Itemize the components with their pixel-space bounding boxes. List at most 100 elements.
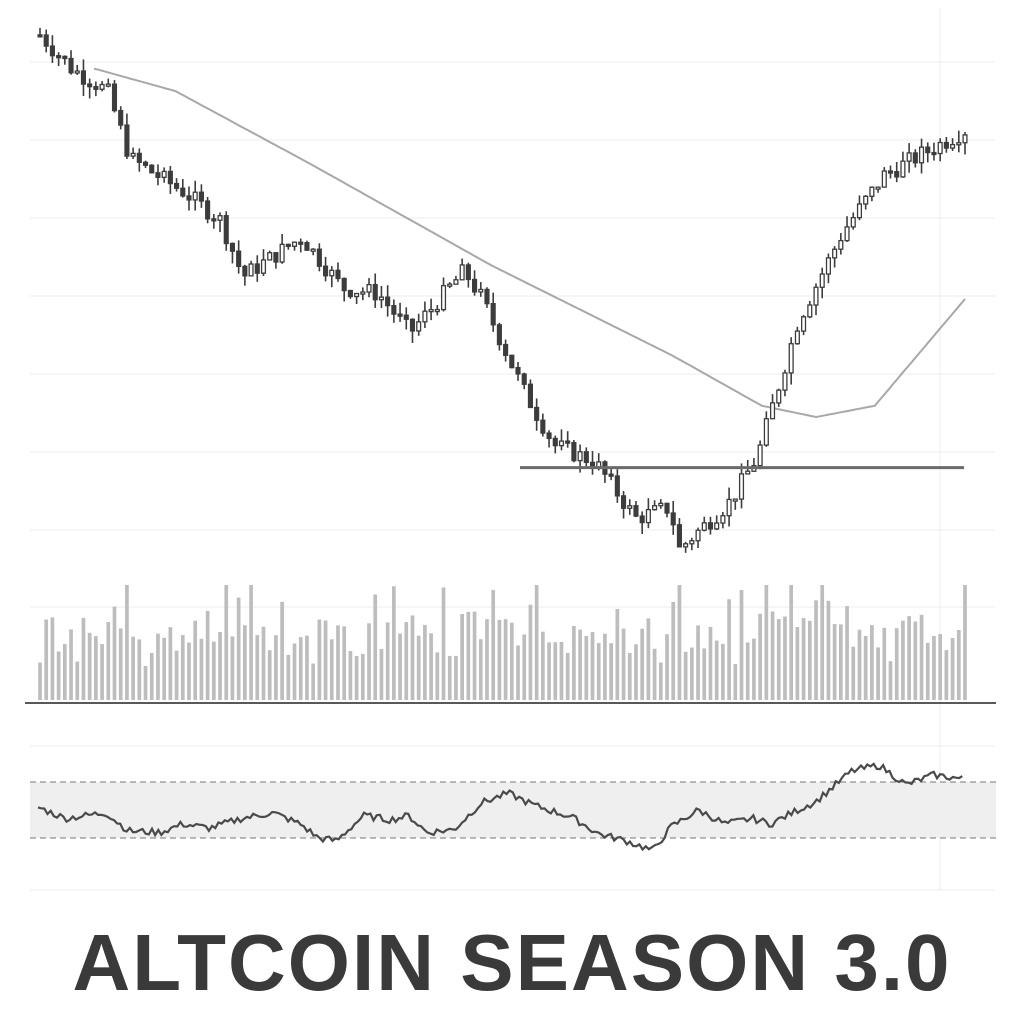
moving-average-line <box>93 67 966 419</box>
candle-body <box>558 440 565 447</box>
candle-body <box>149 164 155 174</box>
candle-body <box>832 248 838 259</box>
candle-body <box>329 269 335 277</box>
candle-body <box>316 248 322 267</box>
candle-body <box>695 529 701 542</box>
candle-body <box>186 195 192 201</box>
candle-body <box>335 269 341 280</box>
candle-body <box>552 437 558 447</box>
volume-bar <box>367 623 371 700</box>
volume-bar <box>156 633 160 700</box>
candle-body <box>875 186 881 190</box>
candle-body <box>298 241 304 245</box>
volume-bar <box>404 622 409 700</box>
candle-body <box>701 522 707 531</box>
volume-bar <box>255 635 260 700</box>
volume-bar <box>857 629 862 700</box>
volume-bar <box>193 620 198 700</box>
volume-bar <box>112 606 117 700</box>
candle-body <box>49 45 55 57</box>
candle-body <box>192 191 198 201</box>
candle-body <box>769 402 776 420</box>
volume-bar <box>274 635 278 700</box>
candle-body <box>378 296 385 301</box>
candle-body <box>658 502 664 507</box>
candle-body <box>527 383 533 409</box>
volume-bar <box>963 585 967 700</box>
candle-body <box>794 330 800 345</box>
candle-body <box>68 57 74 74</box>
oscillator-panel <box>30 762 996 852</box>
volume-bar <box>466 611 471 700</box>
volume-bar <box>683 651 688 700</box>
volume-bar <box>416 635 421 700</box>
volume-bar <box>578 629 582 700</box>
candle-body <box>161 170 167 178</box>
candle-body <box>304 242 310 251</box>
candle-body <box>465 264 471 281</box>
volume-bar <box>447 655 452 700</box>
candle-body <box>205 200 211 220</box>
candle-body <box>478 288 484 293</box>
volume-bar <box>460 613 464 700</box>
volume-bar <box>652 648 657 700</box>
volume-bar <box>137 639 142 700</box>
volume-bar <box>925 642 930 700</box>
candle-body <box>93 86 99 90</box>
volume-bar <box>131 636 135 700</box>
volume-bar <box>590 632 595 700</box>
candle-body <box>198 191 204 202</box>
volume-bar <box>708 626 713 700</box>
oscillator-band <box>30 782 996 838</box>
volume-bar <box>323 620 328 700</box>
volume-bar <box>752 638 756 700</box>
volume-bar <box>174 650 179 700</box>
volume-bar <box>100 644 104 700</box>
candle-body <box>577 451 583 462</box>
candle-body <box>323 265 329 277</box>
candle-body <box>174 182 180 189</box>
volume-bar <box>845 606 849 700</box>
volume-bar <box>286 654 291 700</box>
candle-body <box>633 505 639 517</box>
volume-bar <box>125 585 129 700</box>
candle-body <box>546 432 552 440</box>
candle-body <box>360 291 366 295</box>
volume-bar <box>745 642 750 700</box>
volume-bar <box>764 585 769 700</box>
candle-body <box>639 515 645 524</box>
candle-body <box>956 142 962 146</box>
volume-bar <box>758 613 762 700</box>
volume-bar <box>770 611 775 700</box>
volume-bar <box>106 621 111 700</box>
candle-body <box>608 473 614 477</box>
candle-body <box>87 83 93 88</box>
volume-bar <box>87 632 92 700</box>
candle-body <box>56 55 62 59</box>
candle-body <box>931 151 937 156</box>
volume-bar <box>907 616 911 700</box>
candle-body <box>689 540 695 545</box>
candle-body <box>825 257 831 275</box>
volume-bar <box>721 643 725 700</box>
candle-body <box>267 252 273 261</box>
volume-bar <box>429 633 433 700</box>
volume-bar <box>814 600 818 700</box>
candle-body <box>99 83 105 90</box>
volume-bar <box>807 620 812 700</box>
volume-bars <box>25 585 996 704</box>
volume-bar <box>789 585 794 700</box>
candle-body <box>714 522 720 530</box>
candle-body <box>37 34 43 38</box>
volume-bar <box>69 629 73 700</box>
candle-body <box>285 243 291 248</box>
volume-bar <box>634 644 638 700</box>
volume-bar <box>689 647 694 700</box>
candle-body <box>260 259 267 274</box>
candle-body <box>180 187 186 197</box>
volume-bar <box>56 651 61 700</box>
volume-bar <box>950 638 955 700</box>
candle-body <box>118 109 124 126</box>
volume-bar <box>441 587 446 700</box>
volume-bar <box>149 653 154 700</box>
